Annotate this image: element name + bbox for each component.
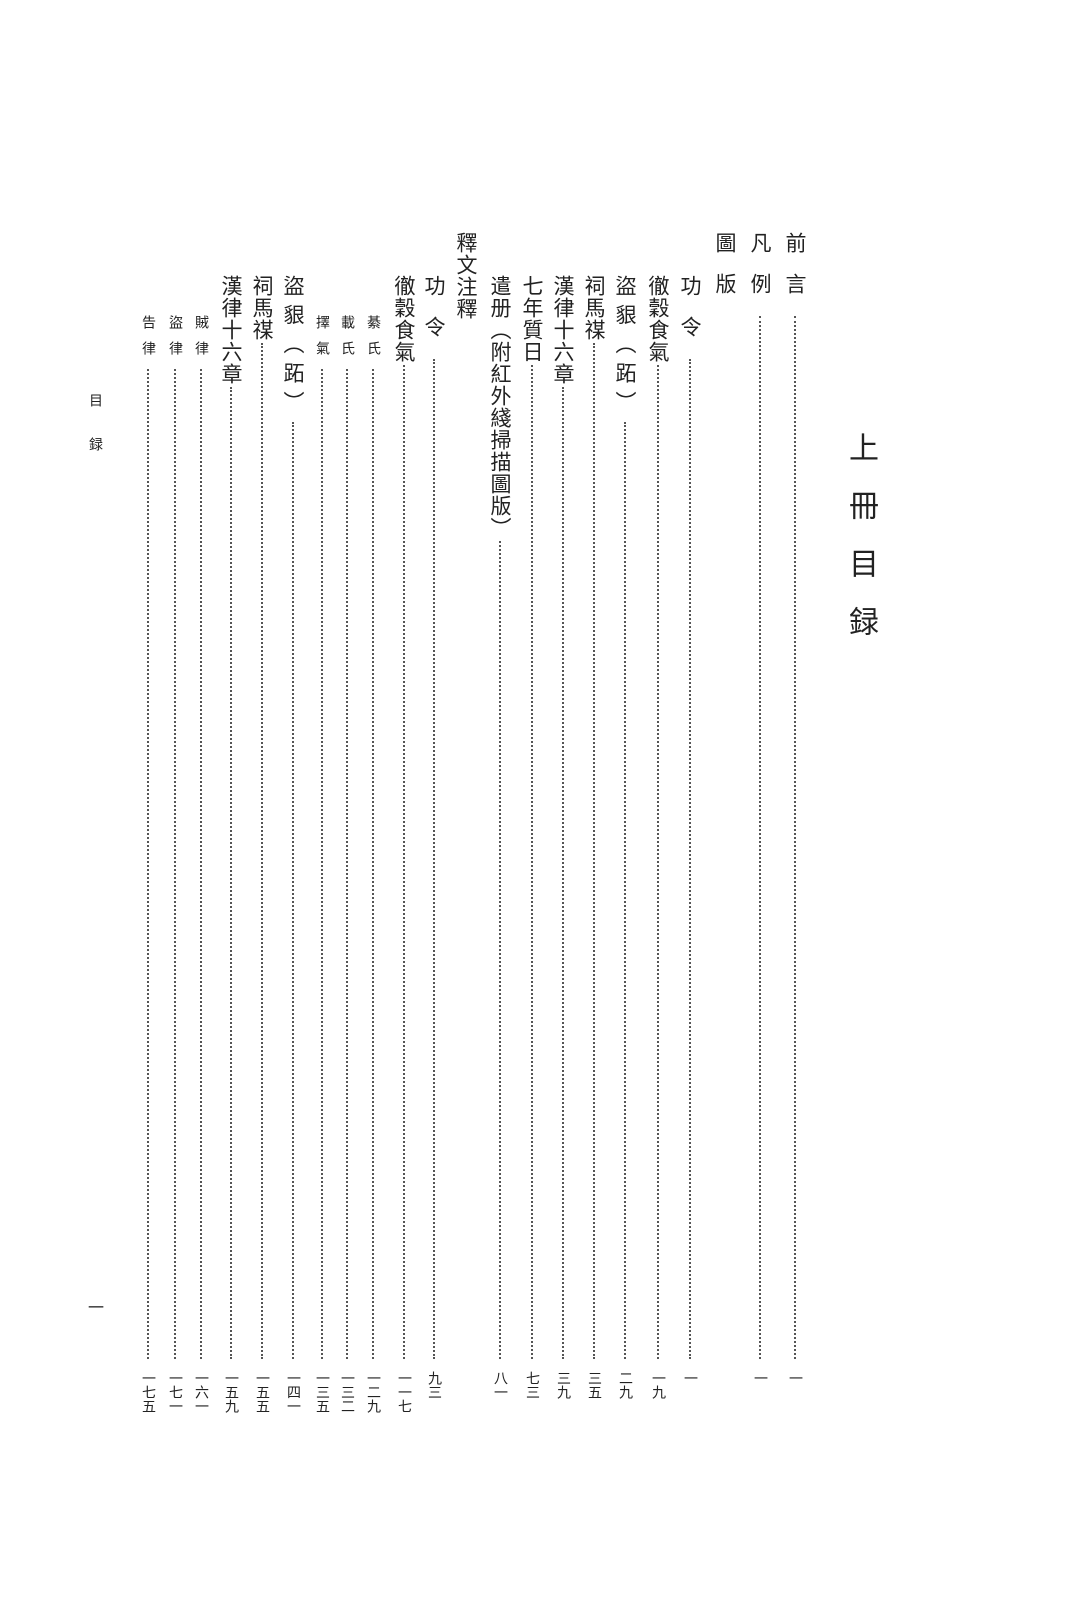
dot-leader: [174, 369, 176, 1359]
toc-entry[interactable]: 祠馬禖 三五: [581, 275, 607, 1415]
dot-leader: [593, 343, 595, 1359]
entry-page: 九三: [426, 1371, 442, 1399]
entry-label: 擇氣: [314, 315, 330, 367]
toc-subentry[interactable]: 賊律 一六一: [188, 315, 214, 1415]
toc-entry[interactable]: 祠馬禖 一五五: [249, 275, 275, 1415]
dot-leader: [759, 316, 761, 1359]
entry-label: 祠馬禖: [250, 275, 274, 341]
entry-page: 一三二: [339, 1371, 355, 1413]
entry-label: 祠馬禖: [582, 275, 606, 341]
toc-entry[interactable]: 盜貇（跖） 一四一: [280, 275, 306, 1415]
folio-page-number: 一: [88, 1298, 105, 1317]
entry-label: 功令: [678, 275, 702, 357]
dot-leader: [499, 541, 501, 1359]
dot-leader: [372, 369, 374, 1359]
dot-leader: [657, 365, 659, 1359]
entry-page: 三五: [586, 1371, 602, 1399]
entry-label: 盜律: [167, 315, 183, 367]
dot-leader: [624, 422, 626, 1359]
dot-leader: [292, 422, 294, 1359]
toc-entry[interactable]: 功令一: [677, 275, 703, 1415]
entry-page: 一五五: [254, 1371, 270, 1413]
toc-entry[interactable]: 徹穀食氣 一一七: [391, 275, 417, 1415]
toc-subentry[interactable]: 盜律 一七一: [162, 315, 188, 1415]
entry-label: 功令: [422, 275, 446, 357]
entry-label: 漢律十六章: [551, 275, 575, 385]
dot-leader: [794, 316, 796, 1359]
entry-page: 一: [752, 1371, 768, 1385]
entry-label: 盜貇（跖）: [281, 275, 305, 420]
toc-entry-conventions[interactable]: 凡例一: [747, 232, 773, 1415]
dot-leader: [531, 365, 533, 1359]
dot-leader: [200, 369, 202, 1359]
entry-label: 綦氏: [365, 315, 381, 367]
toc-subentry[interactable]: 綦氏 一二九: [360, 315, 386, 1415]
dot-leader: [433, 359, 435, 1359]
dot-leader: [403, 365, 405, 1359]
dot-leader: [261, 343, 263, 1359]
entry-page: 八一: [492, 1371, 508, 1399]
entry-page: 一二九: [365, 1371, 381, 1413]
entry-label: 盜貇（跖）: [613, 275, 637, 420]
page-title: 上冊目録: [843, 432, 878, 664]
section-label: 圖版: [713, 232, 737, 314]
entry-page: 一九: [650, 1371, 666, 1399]
running-head: 目録: [87, 393, 103, 481]
entry-page: 二九: [617, 1371, 633, 1399]
section-label: 釋文注釋: [454, 232, 478, 320]
entry-page: 一五九: [223, 1371, 239, 1413]
toc-entry[interactable]: 遣册（附紅外綫掃描圖版） 八一: [487, 275, 513, 1415]
toc-entry[interactable]: 盜貇（跖） 二九: [612, 275, 638, 1415]
dot-leader: [346, 369, 348, 1359]
entry-page: 一七五: [140, 1371, 156, 1413]
entry-label: 前言: [783, 232, 807, 314]
dot-leader: [230, 387, 232, 1359]
entry-page: 一七一: [167, 1371, 183, 1413]
toc-subentry[interactable]: 擇氣 一三五: [309, 315, 335, 1415]
entry-label: 七年質日: [520, 275, 544, 363]
toc-entry[interactable]: 功令 九三: [421, 275, 447, 1415]
toc-section-transcription[interactable]: 釋文注釋: [453, 232, 479, 320]
entry-page: 一六一: [193, 1371, 209, 1413]
entry-label: 載氏: [339, 315, 355, 367]
entry-page: 七三: [524, 1371, 540, 1399]
toc-entry[interactable]: 徹穀食氣 一九: [645, 275, 671, 1415]
toc-entry-preface[interactable]: 前言一: [782, 232, 808, 1415]
entry-page: 一一七: [396, 1371, 412, 1413]
entry-page: 一四一: [285, 1371, 301, 1413]
toc-entry[interactable]: 七年質日 七三: [519, 275, 545, 1415]
dot-leader: [147, 369, 149, 1359]
toc-subentry[interactable]: 告律 一七五: [135, 315, 161, 1415]
entry-page: 三九: [555, 1371, 571, 1399]
entry-label: 遣册（附紅外綫掃描圖版）: [488, 275, 512, 539]
entry-label: 徹穀食氣: [392, 275, 416, 363]
toc-entry[interactable]: 漢律十六章 三九: [550, 275, 576, 1415]
toc-section-plates[interactable]: 圖版: [712, 232, 738, 314]
entry-label: 漢律十六章: [219, 275, 243, 385]
entry-label: 徹穀食氣: [646, 275, 670, 363]
dot-leader: [689, 359, 691, 1359]
entry-label: 凡例: [748, 232, 772, 314]
entry-page: 一三五: [314, 1371, 330, 1413]
entry-page: 一: [682, 1371, 698, 1385]
dot-leader: [562, 387, 564, 1359]
entry-label: 賊律: [193, 315, 209, 367]
toc-entry[interactable]: 漢律十六章 一五九: [218, 275, 244, 1415]
entry-label: 告律: [140, 315, 156, 367]
toc-subentry[interactable]: 載氏 一三二: [334, 315, 360, 1415]
entry-page: 一: [787, 1371, 803, 1385]
dot-leader: [321, 369, 323, 1359]
